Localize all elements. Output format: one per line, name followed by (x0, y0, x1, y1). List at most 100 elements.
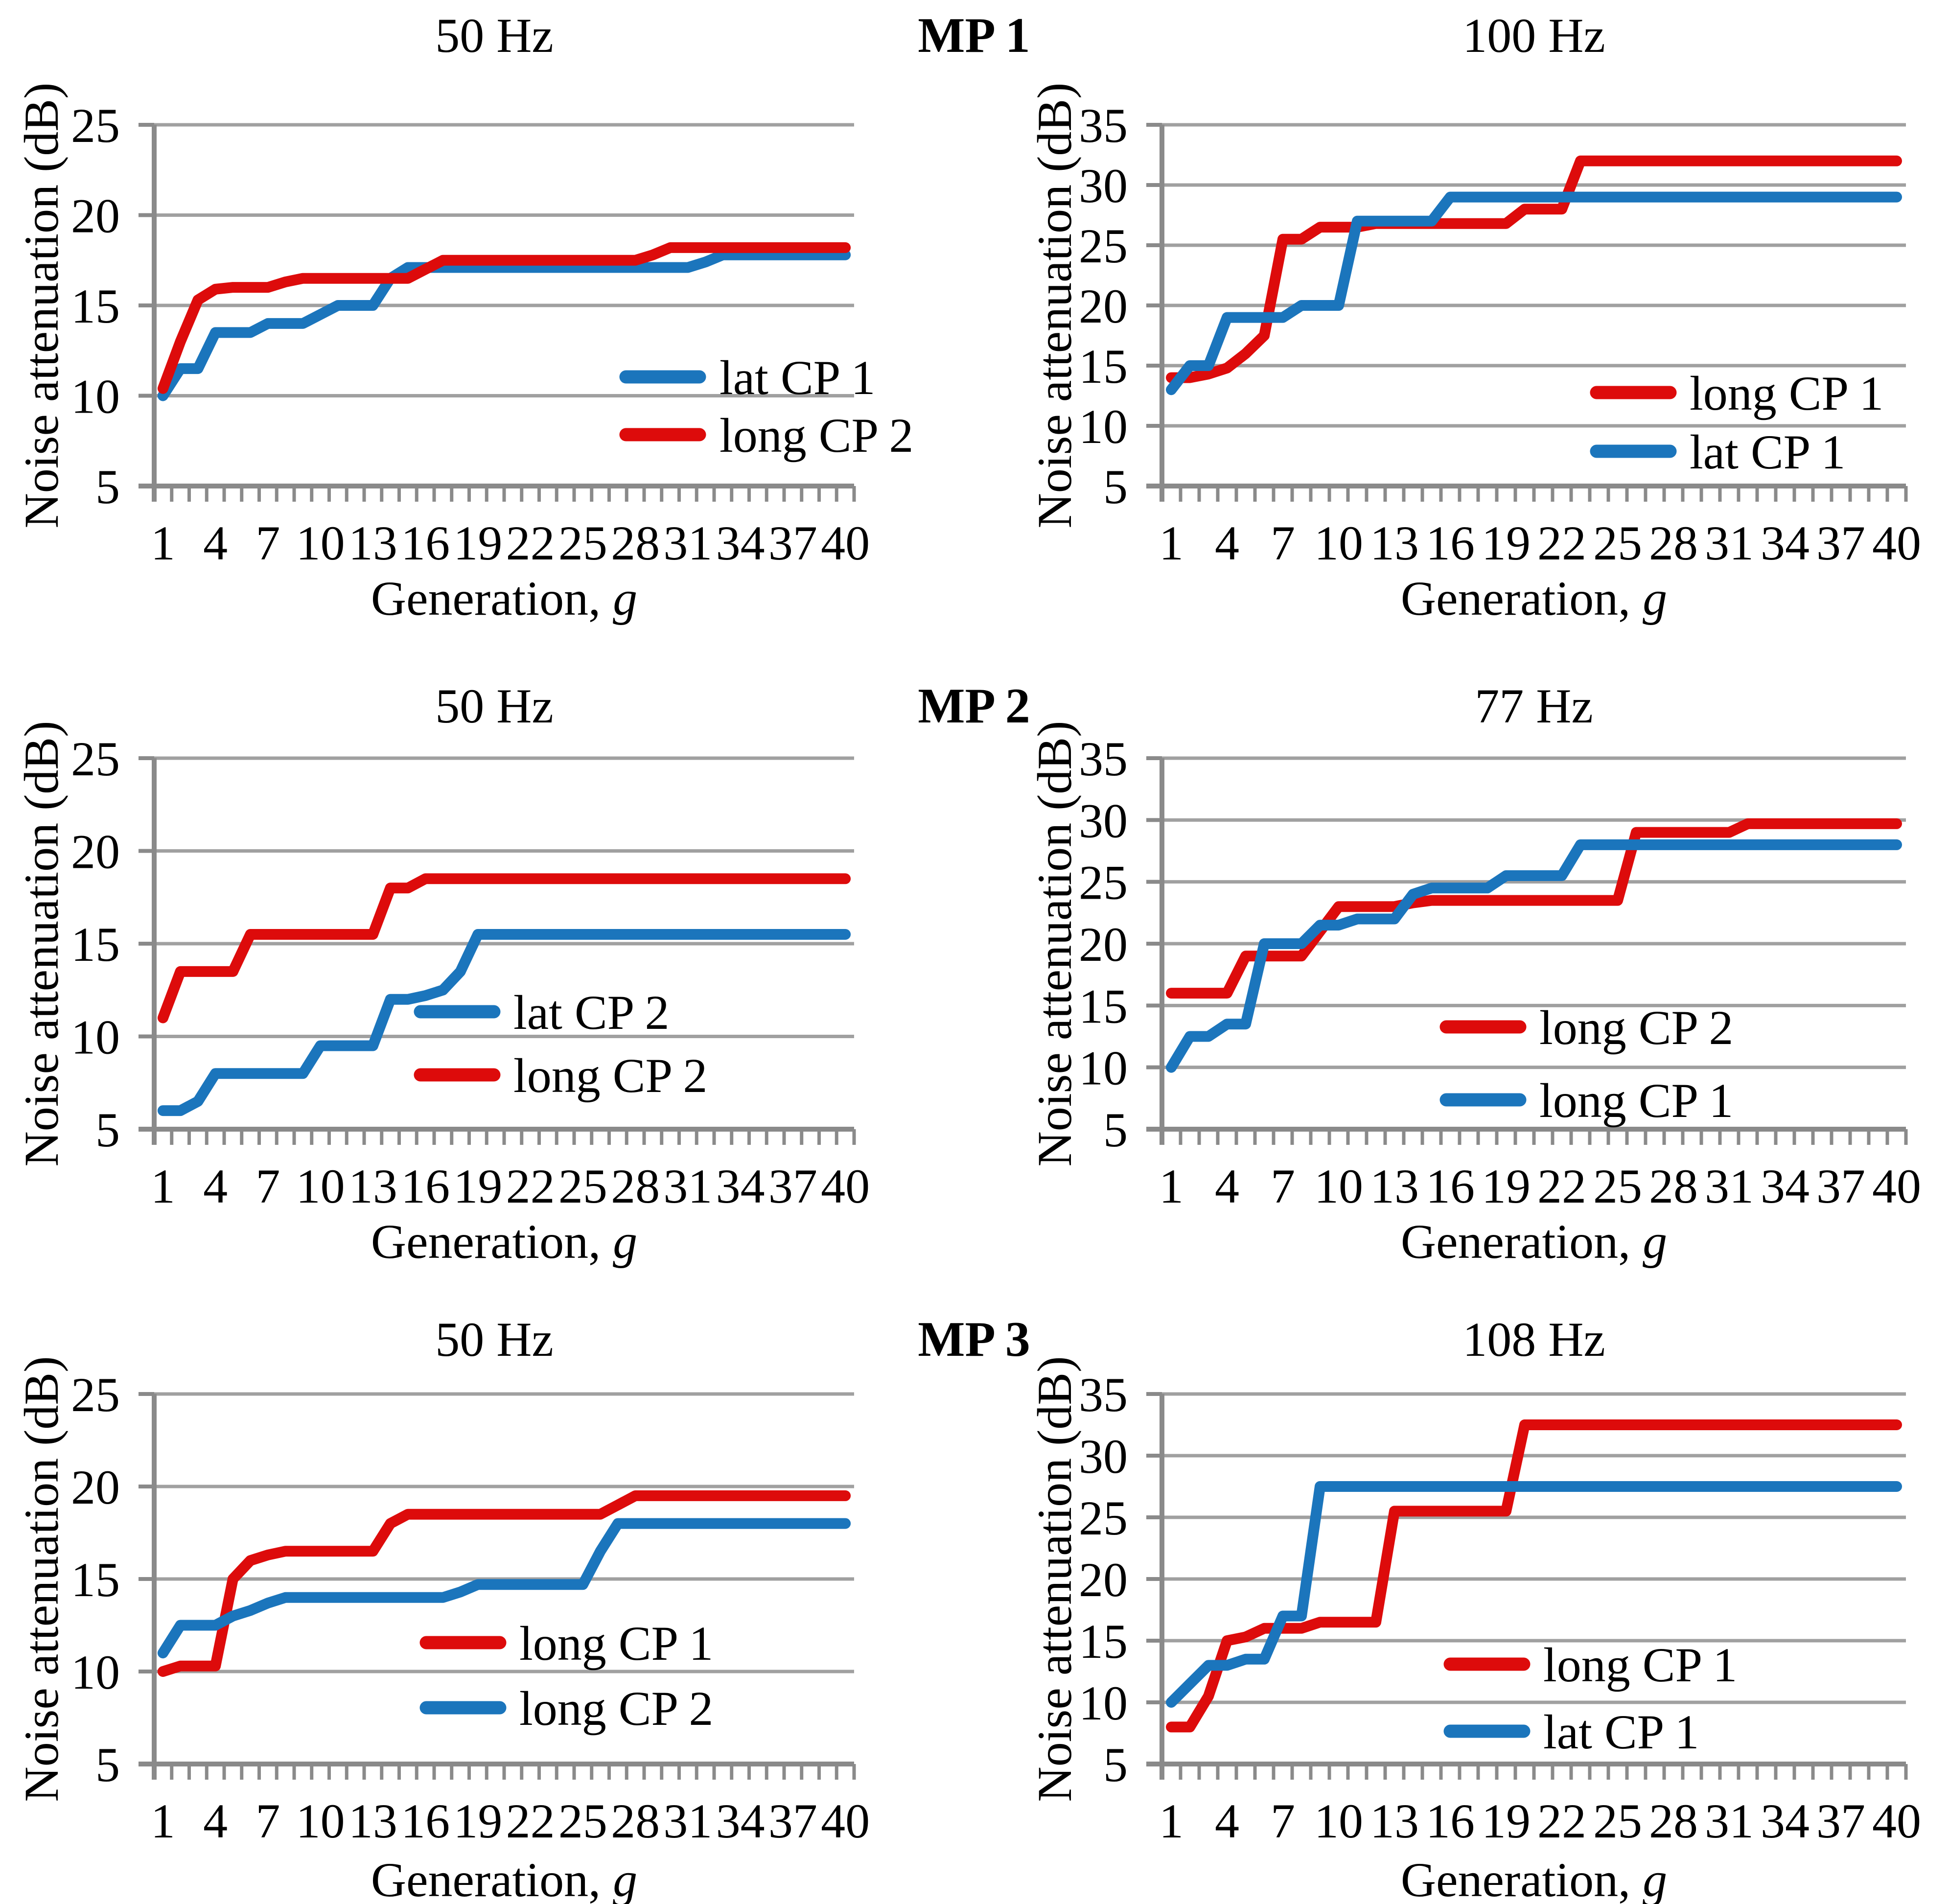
x-tick-label-34: 34 (1761, 1794, 1810, 1848)
legend-label-long-CP-2: long CP 2 (519, 1681, 713, 1736)
y-tick-label-20: 20 (1079, 917, 1128, 972)
legend-label-long-CP-1: long CP 1 (519, 1616, 713, 1671)
y-tick-label-5: 5 (1103, 460, 1128, 514)
legend-label-long-CP-1: long CP 1 (1690, 366, 1883, 420)
x-tick-label-10: 10 (1314, 1159, 1363, 1213)
x-tick-label-37: 37 (768, 516, 817, 570)
x-tick-label-25: 25 (1593, 1159, 1642, 1213)
x-tick-label-1: 1 (1159, 1159, 1183, 1213)
x-tick-label-7: 7 (1271, 1794, 1295, 1848)
x-tick-label-28: 28 (1649, 1159, 1698, 1213)
x-axis-title-variable: g (1643, 1853, 1668, 1904)
x-tick-label-1: 1 (1159, 1794, 1183, 1848)
x-tick-label-22: 22 (506, 516, 555, 570)
x-tick-label-22: 22 (1537, 1794, 1586, 1848)
x-tick-label-13: 13 (1370, 1159, 1419, 1213)
y-tick-label-10: 10 (1079, 1676, 1128, 1730)
x-tick-label-25: 25 (558, 516, 607, 570)
y-tick-label-20: 20 (1079, 1553, 1128, 1607)
y-tick-label-25: 25 (1079, 219, 1128, 273)
x-axis-title-variable: g (613, 1214, 638, 1269)
x-axis-title-text: Generation, (1400, 571, 1631, 626)
x-axis-title-chart0: Generation, g (259, 567, 749, 630)
series-line-lat-CP-2 (157, 929, 851, 1116)
x-tick-label-22: 22 (506, 1794, 555, 1848)
x-tick-label-25: 25 (1593, 1794, 1642, 1848)
x-tick-label-4: 4 (203, 516, 228, 570)
x-tick-label-10: 10 (296, 1159, 345, 1213)
x-tick-label-19: 19 (1482, 1794, 1531, 1848)
chart-title-mp1-50hz: 50 Hz (435, 8, 554, 63)
x-tick-label-22: 22 (1537, 1159, 1586, 1213)
x-tick-label-34: 34 (716, 516, 765, 570)
x-tick-label-4: 4 (1215, 516, 1239, 570)
x-tick-label-19: 19 (1482, 1159, 1531, 1213)
x-tick-label-7: 7 (1271, 516, 1295, 570)
series-line-long-CP-2 (157, 242, 851, 394)
group-label-mp1: MP 1 (918, 8, 1030, 63)
y-tick-label-20: 20 (71, 825, 120, 879)
y-tick-label-10: 10 (71, 370, 120, 424)
x-tick-label-16: 16 (401, 1794, 450, 1848)
x-tick-label-31: 31 (1705, 1159, 1754, 1213)
y-tick-label-25: 25 (1079, 1491, 1128, 1545)
series-line-long-CP-2 (157, 1518, 851, 1659)
x-tick-label-13: 13 (348, 1159, 397, 1213)
legend-label-lat-CP-1: lat CP 1 (1543, 1705, 1699, 1759)
x-tick-label-37: 37 (1816, 1159, 1865, 1213)
x-tick-label-22: 22 (1537, 516, 1586, 570)
series-line-long-CP-1 (1166, 155, 1902, 383)
y-tick-label-15: 15 (71, 917, 120, 972)
y-tick-label-20: 20 (71, 1460, 120, 1514)
x-tick-label-13: 13 (348, 516, 397, 570)
series-line-long-CP-1 (1166, 839, 1902, 1073)
x-tick-label-16: 16 (1426, 516, 1475, 570)
chart-title-mp3-50hz: 50 Hz (435, 1312, 554, 1367)
y-tick-label-15: 15 (1079, 979, 1128, 1033)
legend-label-lat-CP-2: lat CP 2 (513, 985, 670, 1040)
x-tick-label-13: 13 (1370, 516, 1419, 570)
x-tick-label-25: 25 (1593, 516, 1642, 570)
y-tick-label-15: 15 (71, 1553, 120, 1607)
x-tick-label-10: 10 (296, 516, 345, 570)
legend-label-long-CP-2: long CP 2 (719, 408, 913, 463)
x-tick-label-19: 19 (453, 1794, 502, 1848)
x-tick-label-40: 40 (821, 1159, 870, 1213)
x-tick-label-4: 4 (203, 1159, 228, 1213)
y-tick-label-5: 5 (95, 460, 120, 514)
x-axis-title-chart1: Generation, g (1289, 567, 1779, 630)
x-tick-label-16: 16 (1426, 1794, 1475, 1848)
y-tick-label-5: 5 (95, 1103, 120, 1157)
y-tick-label-15: 15 (1079, 1614, 1128, 1669)
x-axis-title-text: Generation, (1400, 1853, 1631, 1904)
y-tick-label-10: 10 (71, 1645, 120, 1699)
series-line-long-CP-1 (1166, 1419, 1902, 1733)
y-tick-label-15: 15 (71, 279, 120, 333)
series-line-long-CP-1 (157, 1490, 851, 1677)
x-axis-title-variable: g (1643, 571, 1668, 626)
x-tick-label-1: 1 (151, 516, 175, 570)
x-tick-label-40: 40 (821, 1794, 870, 1848)
series-line-lat-CP-1 (157, 249, 851, 401)
x-tick-label-34: 34 (1761, 1159, 1810, 1213)
chart-title-mp3-108hz: 108 Hz (1462, 1312, 1605, 1367)
x-axis-title-text: Generation, (1400, 1214, 1631, 1269)
y-tick-label-25: 25 (71, 1368, 120, 1422)
legend-label-lat-CP-1: lat CP 1 (1690, 425, 1846, 479)
chart-title-mp2-77hz: 77 Hz (1475, 679, 1593, 733)
x-tick-label-1: 1 (151, 1794, 175, 1848)
x-tick-label-28: 28 (611, 1159, 660, 1213)
x-axis-title-variable: g (613, 571, 638, 626)
x-tick-label-34: 34 (1761, 516, 1810, 570)
x-tick-label-19: 19 (453, 1159, 502, 1213)
y-tick-label-35: 35 (1079, 98, 1128, 153)
y-tick-label-5: 5 (95, 1738, 120, 1792)
series-line-lat-CP-1 (1166, 1481, 1902, 1708)
y-tick-label-5: 5 (1103, 1738, 1128, 1792)
y-tick-label-10: 10 (71, 1010, 120, 1065)
